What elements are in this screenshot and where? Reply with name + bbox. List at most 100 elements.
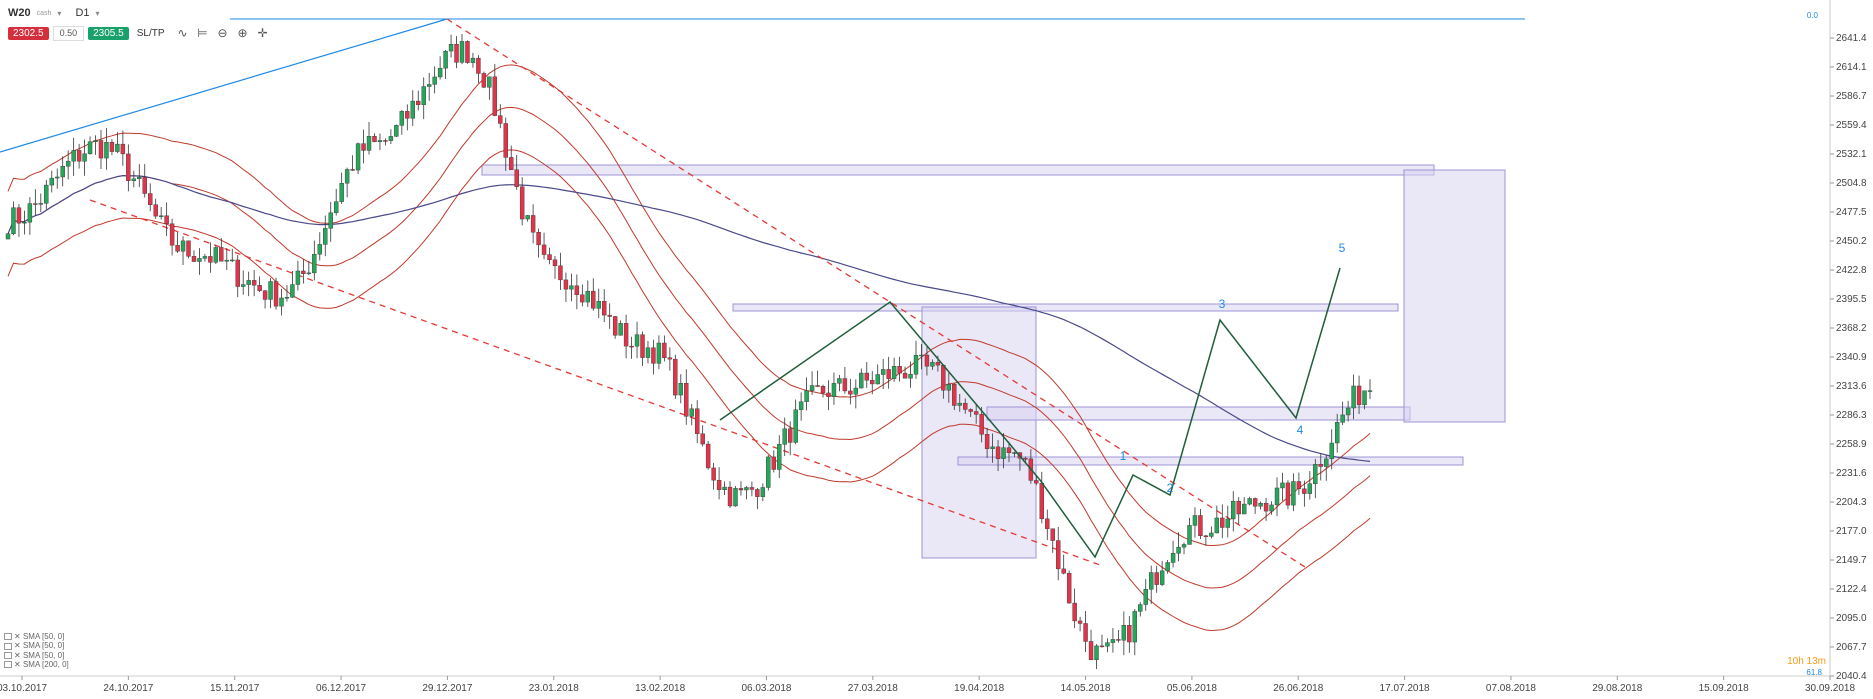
candle-body <box>279 297 284 307</box>
x-tick-label: 27.03.2018 <box>848 683 898 694</box>
candle-body <box>1356 385 1362 406</box>
candle-body <box>476 57 481 74</box>
candle <box>312 240 317 281</box>
candle-body <box>492 76 498 116</box>
candle-body <box>973 411 979 415</box>
candle <box>1187 517 1192 545</box>
zoom-in-icon[interactable]: ⊕ <box>237 26 248 40</box>
candle-body <box>87 141 93 154</box>
y-tick-label: 2067.7 <box>1836 642 1867 653</box>
candle <box>377 133 383 151</box>
candle-body <box>1039 482 1045 520</box>
candle <box>1313 458 1318 499</box>
candle-body <box>328 212 333 229</box>
candle <box>782 417 787 457</box>
candle <box>33 189 38 216</box>
candle <box>1345 400 1351 422</box>
candle <box>842 366 848 394</box>
candle <box>290 271 295 299</box>
zone-rect <box>957 456 1464 466</box>
candle-body <box>941 364 946 391</box>
legend-item[interactable]: ✕ SMA [200, 0] <box>4 660 69 669</box>
legend-close-icon[interactable]: ✕ <box>14 641 21 651</box>
indicator-settings-icon[interactable] <box>4 651 12 659</box>
candle-body <box>1050 528 1055 541</box>
indicator-settings-icon[interactable] <box>4 633 12 641</box>
candle-body <box>76 150 82 162</box>
candle-body <box>536 232 541 246</box>
wave-polyline <box>719 267 1341 559</box>
timeframe-label[interactable]: D1 <box>75 7 90 19</box>
y-tick-label: 2504.8 <box>1836 178 1867 189</box>
legend-item[interactable]: ✕ SMA [50, 0] <box>4 641 69 650</box>
candle-body <box>1192 515 1198 526</box>
candle-body <box>1269 504 1274 512</box>
candle-body <box>1340 414 1345 423</box>
candle-body <box>651 347 656 364</box>
candle <box>798 392 804 421</box>
candle-body <box>580 294 585 303</box>
crosshair-icon[interactable]: ✛ <box>257 26 268 40</box>
candle <box>700 425 705 447</box>
x-tick-label: 15.11.2017 <box>210 683 260 694</box>
candle <box>158 207 164 220</box>
candle-body <box>11 207 16 234</box>
candle-body <box>55 176 60 179</box>
candle <box>995 439 1001 472</box>
candle <box>946 372 952 403</box>
candle-body <box>1165 562 1170 572</box>
indicator-settings-icon[interactable] <box>4 642 12 650</box>
legend-item[interactable]: ✕ SMA [50, 0] <box>4 651 69 660</box>
candle <box>1083 611 1088 652</box>
legend-close-icon[interactable]: ✕ <box>14 659 21 669</box>
candle-body <box>1045 518 1050 529</box>
y-tick-label: 2395.5 <box>1836 294 1867 305</box>
candle-body <box>437 67 443 78</box>
candle-body <box>454 44 459 63</box>
candle-body <box>71 150 76 162</box>
legend-close-icon[interactable]: ✕ <box>14 650 21 660</box>
x-tick-label: 15.09.2018 <box>1699 683 1749 694</box>
candle <box>126 144 131 192</box>
candle <box>219 238 224 262</box>
symbol-chevron-down-icon[interactable]: ▾ <box>57 8 62 18</box>
candle-body <box>952 384 957 406</box>
y-tick-label: 2122.4 <box>1836 584 1867 595</box>
candle <box>213 244 219 265</box>
candle <box>957 394 962 412</box>
candle-body <box>333 201 339 213</box>
candle-body <box>224 259 229 262</box>
candle-body <box>1105 642 1110 647</box>
candle-body <box>290 284 295 298</box>
candle-body <box>317 244 322 255</box>
indicator-settings-icon[interactable] <box>4 661 12 669</box>
zoom-out-icon[interactable]: ⊖ <box>217 26 228 40</box>
symbol-label[interactable]: W20 <box>8 7 31 19</box>
legend-item[interactable]: ✕ SMA [50, 0] <box>4 632 69 641</box>
candle-body <box>126 153 131 181</box>
y-tick-label: 2368.2 <box>1836 323 1867 334</box>
x-tick-label: 13.02.2018 <box>635 683 685 694</box>
candle <box>465 40 470 64</box>
candle-body <box>623 323 629 347</box>
candle <box>1056 527 1061 581</box>
candle <box>930 359 935 370</box>
candle <box>98 129 104 170</box>
indicators-icon[interactable]: ⊨ <box>197 26 208 40</box>
buy-button[interactable]: 2305.5 <box>88 26 129 40</box>
sell-button[interactable]: 2302.5 <box>8 26 49 40</box>
candle <box>1280 472 1285 501</box>
candle-body <box>771 456 776 470</box>
candle-body <box>323 228 328 245</box>
candle-body <box>273 281 279 307</box>
legend-close-icon[interactable]: ✕ <box>14 632 21 641</box>
candle-body <box>755 489 760 497</box>
dashed-resistance-line <box>446 18 1306 568</box>
sltp-button[interactable]: SL/TP <box>136 27 165 39</box>
timeframe-chevron-down-icon[interactable]: ▾ <box>95 8 100 18</box>
candle <box>421 77 426 120</box>
candle <box>1159 561 1165 587</box>
candle <box>1192 507 1198 538</box>
line-chart-icon[interactable]: ∿ <box>177 26 188 40</box>
